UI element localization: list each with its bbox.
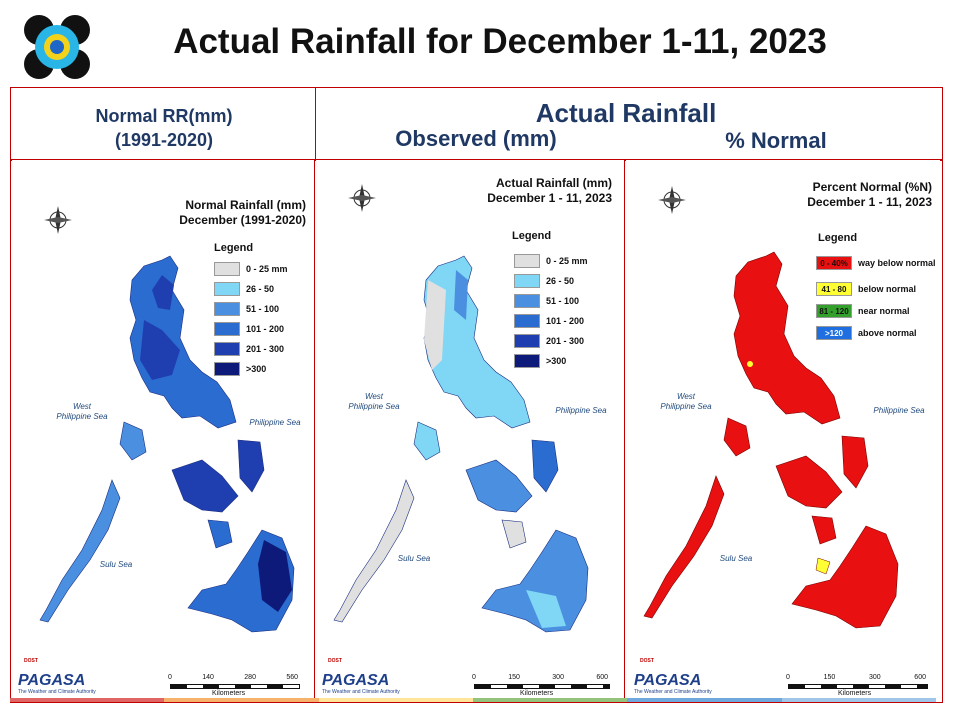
normal-period-header: (1991-2020)	[114, 130, 214, 150]
legend-item: 41 - 80 below normal	[816, 282, 916, 296]
south-sea-label: Sulu Sea	[719, 554, 753, 563]
legend-swatch	[214, 342, 240, 356]
percent-normal-map	[643, 186, 899, 629]
observed-rainfall-map-panel: Actual Rainfall (mm) December 1 - 11, 20…	[316, 160, 624, 700]
legend-item: 26 - 50	[514, 274, 574, 288]
header-actual-box: Actual Rainfall Observed (mm) % Normal	[315, 87, 943, 161]
map-title-line2: December (1991-2020)	[179, 213, 306, 227]
legend-item: 81 - 120 near normal	[816, 304, 910, 318]
observed-header: Observed (mm)	[395, 126, 557, 151]
west-sea-label: West Philippine Sea	[56, 402, 108, 421]
legend-item: >300	[214, 362, 266, 376]
panel-divider-2	[624, 159, 626, 703]
map-title-line2: December 1 - 11, 2023	[487, 191, 612, 205]
pagasa-footer-logo: DOST PAGASA The Weather and Climate Auth…	[634, 658, 712, 695]
mindanao-shape	[791, 525, 899, 629]
page-title: Actual Rainfall for December 1-11, 2023	[173, 22, 827, 61]
map-title-line1: Normal Rainfall (mm)	[185, 198, 306, 212]
compass-rose	[348, 184, 376, 212]
west-sea-label: West Philippine Sea	[660, 392, 712, 411]
percent-normal-map-panel: Percent Normal (%N) December 1 - 11, 202…	[626, 160, 940, 700]
percent-header: % Normal	[725, 128, 827, 153]
mindoro-shape	[723, 417, 751, 457]
legend-swatch	[514, 314, 540, 328]
visayas-shape	[171, 459, 239, 513]
legend-swatch: 0 - 40%	[816, 256, 852, 270]
legend-title: Legend	[214, 242, 254, 254]
legend-title: Legend	[512, 230, 552, 242]
mindoro-shape	[119, 421, 147, 461]
legend-item: 0 - 25 mm	[214, 262, 288, 276]
actual-header: Actual Rainfall	[535, 98, 717, 128]
legend-swatch	[514, 334, 540, 348]
legend-title: Legend	[818, 232, 858, 244]
legend-swatch	[214, 282, 240, 296]
legend-item: 201 - 300	[214, 342, 284, 356]
legend-swatch: 41 - 80	[816, 282, 852, 296]
legend-swatch	[214, 262, 240, 276]
pagasa-footer-logo: DOST PAGASA The Weather and Climate Auth…	[18, 658, 96, 695]
legend-swatch	[514, 354, 540, 368]
compass-rose	[44, 206, 72, 234]
header-normal-box: Normal RR(mm) (1991-2020)	[10, 87, 316, 161]
legend-item: 51 - 100	[214, 302, 279, 316]
legend-swatch	[214, 302, 240, 316]
palawan-shape	[39, 479, 121, 623]
mindanao-shape	[481, 529, 589, 633]
legend-swatch	[514, 274, 540, 288]
observed-rainfall-map	[333, 184, 589, 633]
legend-item: 51 - 100	[514, 294, 579, 308]
map-title-line2: December 1 - 11, 2023	[807, 195, 932, 209]
panel-divider-1	[314, 159, 316, 703]
legend-item: 0 - 25 mm	[514, 254, 588, 268]
palawan-shape	[333, 479, 415, 623]
pagasa-footer-logo: DOST PAGASA The Weather and Climate Auth…	[322, 658, 400, 695]
legend-item: 101 - 200	[214, 322, 284, 336]
compass-rose	[658, 186, 686, 214]
legend-item: 26 - 50	[214, 282, 274, 296]
legend-item: >120 above normal	[816, 326, 917, 340]
map-title-line1: Actual Rainfall (mm)	[495, 176, 612, 190]
palawan-shape	[643, 475, 725, 619]
footer-color-stripe	[10, 698, 936, 702]
normal-header: Normal RR(mm)	[95, 106, 233, 126]
east-sea-label: Philippine Sea	[249, 418, 301, 427]
normal-rainfall-map	[39, 206, 295, 633]
normal-rainfall-map-panel: Normal Rainfall (mm) December (1991-2020…	[12, 160, 314, 700]
legend-item: 101 - 200	[514, 314, 584, 328]
east-sea-label: Philippine Sea	[555, 406, 607, 415]
east-sea-label: Philippine Sea	[873, 406, 925, 415]
legend-swatch	[514, 294, 540, 308]
legend-item: 0 - 40% way below normal	[816, 256, 936, 270]
south-sea-label: Sulu Sea	[99, 560, 133, 569]
pagasa-logo	[22, 14, 92, 80]
mindoro-shape	[413, 421, 441, 461]
legend-swatch: 81 - 120	[816, 304, 852, 318]
luzon-shape	[733, 251, 841, 425]
west-sea-label: West Philippine Sea	[348, 392, 400, 411]
legend-swatch	[214, 322, 240, 336]
legend-swatch	[514, 254, 540, 268]
panels-frame	[10, 159, 943, 703]
legend-item: >300	[514, 354, 566, 368]
visayas-shape	[775, 455, 843, 509]
legend-item: 201 - 300	[514, 334, 584, 348]
legend-swatch	[214, 362, 240, 376]
legend-swatch: >120	[816, 326, 852, 340]
visayas-shape	[465, 459, 533, 513]
map-title-line1: Percent Normal (%N)	[812, 180, 932, 194]
south-sea-label: Sulu Sea	[397, 554, 431, 563]
